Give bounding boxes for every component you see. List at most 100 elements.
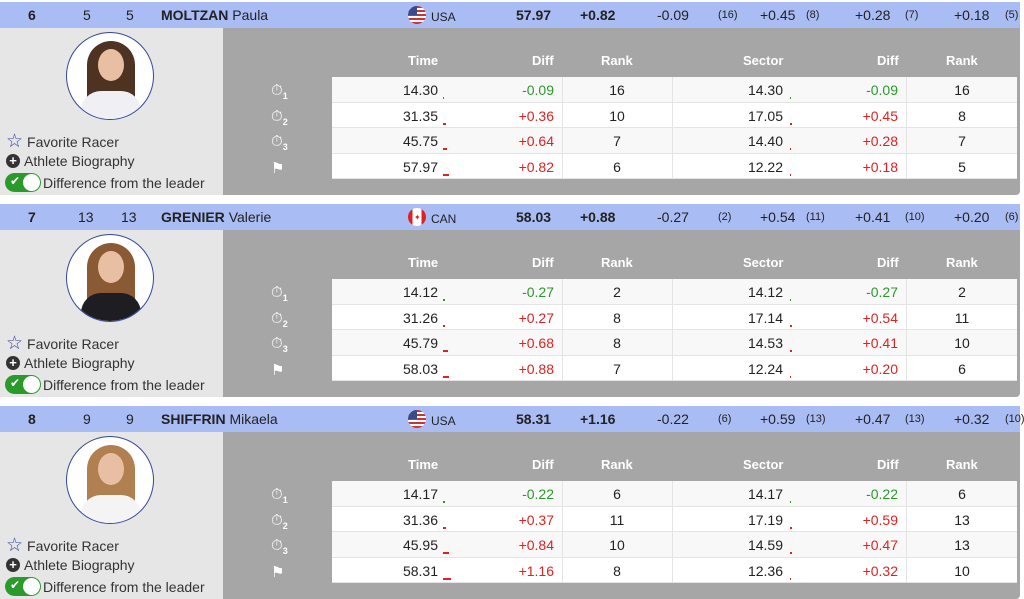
last-name: GRENIER <box>161 209 225 225</box>
time-diff-marker <box>443 299 445 301</box>
sector-diff: -0.09 <box>657 7 689 23</box>
bib: 13 <box>78 209 94 225</box>
sector-rank: (8) <box>806 9 820 21</box>
total-time: 58.03 <box>516 209 552 225</box>
col-rank: Rank <box>601 255 633 270</box>
star-icon: ☆ <box>6 333 24 354</box>
sector-rank: (11) <box>806 211 825 223</box>
racer-header-row[interactable]: 6 5 5 MOLTZAN Paula USA 57.97 +0.82 -0.09… <box>0 2 1020 28</box>
bio-label: Athlete Biography <box>24 557 135 573</box>
rank: 8 <box>28 411 36 427</box>
sector-diff: -0.22 <box>657 411 689 427</box>
star-icon: ☆ <box>6 535 24 556</box>
time-diff-marker <box>443 375 450 378</box>
col-sector: Sector <box>743 457 784 472</box>
rank: 7 <box>28 209 36 225</box>
sector-diff: +0.18 <box>862 158 898 175</box>
sector-diff: +0.47 <box>855 411 891 427</box>
athlete-biography-link[interactable]: + Athlete Biography <box>6 557 135 573</box>
splits-table: 14.30 -0.09 16 14.30 -0.09 16 31.35 +0.3… <box>332 77 1017 179</box>
check-icon: ✔ <box>10 578 21 592</box>
sector-diff-marker <box>790 552 792 554</box>
finish-flag-icon: ⚑ <box>271 563 285 581</box>
col-sector-rank: Rank <box>946 53 978 68</box>
racer-name[interactable]: SHIFFRIN Mikaela <box>161 411 278 427</box>
splits-panel: Time Diff Rank Sector Diff Rank ⏱1 ⏱2 ⏱3 ⚑ 1… <box>223 230 1020 397</box>
sector-diff-marker <box>790 577 792 580</box>
time-diff-marker <box>443 122 446 125</box>
col-sector-rank: Rank <box>946 255 978 270</box>
stopwatch-icon: ⏱2 <box>271 511 288 531</box>
favorite-racer-button[interactable]: ☆ Favorite Racer <box>6 332 119 355</box>
racer-name[interactable]: MOLTZAN Paula <box>161 7 268 23</box>
toggle-switch[interactable]: ✔ <box>5 577 41 596</box>
favorite-racer-button[interactable]: ☆ Favorite Racer <box>6 534 119 557</box>
athlete-photo <box>66 436 154 524</box>
total-diff: +0.88 <box>580 209 616 225</box>
col-sector: Sector <box>743 255 784 270</box>
sector-diff-marker <box>790 375 791 378</box>
sector-diff: +0.45 <box>862 107 898 124</box>
sector-time: 12.24 <box>747 360 783 377</box>
col-sector-diff: Diff <box>877 457 899 472</box>
athlete-photo <box>66 32 154 120</box>
favorite-racer-button[interactable]: ☆ Favorite Racer <box>6 130 119 153</box>
start-number: 9 <box>126 411 134 427</box>
sector-diff: +0.54 <box>862 309 898 326</box>
sector-time: 17.14 <box>747 309 783 326</box>
sector-time: 14.40 <box>747 133 783 149</box>
split-time: 31.26 <box>402 309 438 326</box>
racer-name[interactable]: GRENIER Valerie <box>161 209 271 225</box>
athlete-biography-link[interactable]: + Athlete Biography <box>6 153 135 169</box>
racer-header-row[interactable]: 7 13 13 GRENIER Valerie ✦ CAN 58.03 +0.8… <box>0 204 1020 230</box>
split-diff: +0.68 <box>518 335 554 351</box>
split-time: 58.03 <box>402 360 438 377</box>
athlete-biography-link[interactable]: + Athlete Biography <box>6 355 135 371</box>
sector-diff: +0.28 <box>855 7 891 23</box>
split-diff: -0.22 <box>522 486 554 502</box>
split-row: 31.36 +0.37 11 17.19 +0.59 13 <box>332 507 1017 532</box>
sector-diff-marker <box>790 148 792 150</box>
racer-header-row[interactable]: 8 9 9 SHIFFRIN Mikaela USA 58.31 +1.16 -0… <box>0 406 1024 432</box>
splits-panel: Time Diff Rank Sector Diff Rank ⏱1 ⏱2 ⏱3 ⚑ 1… <box>223 28 1020 195</box>
split-row: 31.26 +0.27 8 17.14 +0.54 11 <box>332 305 1017 330</box>
plus-circle-icon: + <box>6 154 20 168</box>
toggle-label: Difference from the leader <box>43 578 205 595</box>
stopwatch-icon: ⏱3 <box>271 335 288 354</box>
total-time: 58.31 <box>516 411 552 427</box>
total-diff: +1.16 <box>580 411 616 427</box>
toggle-switch[interactable]: ✔ <box>5 375 41 394</box>
sector-rank: (5) <box>1005 9 1019 21</box>
time-diff-marker <box>443 526 446 529</box>
split-row: 57.97 +0.82 6 12.22 +0.18 5 <box>332 154 1017 179</box>
sector-time: 12.22 <box>747 158 783 175</box>
sector-diff-marker <box>790 526 793 529</box>
last-name: MOLTZAN <box>161 7 229 23</box>
bio-label: Athlete Biography <box>24 355 135 371</box>
split-time: 14.30 <box>402 82 438 98</box>
sector-rank: (13) <box>806 413 826 425</box>
difference-toggle[interactable]: ✔ Difference from the leader <box>5 173 205 192</box>
bib: 5 <box>83 7 91 23</box>
stopwatch-icon: ⏱3 <box>271 537 288 556</box>
sector-diff: +0.32 <box>954 411 990 427</box>
stopwatch-icon: ⏱3 <box>271 133 288 152</box>
sector-time: 12.36 <box>747 562 783 579</box>
difference-toggle[interactable]: ✔ Difference from the leader <box>5 375 205 394</box>
sector-rank: (6) <box>718 413 732 425</box>
col-diff: Diff <box>532 457 554 472</box>
sector-diff: +0.20 <box>954 209 990 225</box>
col-rank: Rank <box>601 53 633 68</box>
country: USA <box>431 414 456 428</box>
plus-circle-icon: + <box>6 558 20 572</box>
first-name: Mikaela <box>229 411 278 427</box>
difference-toggle[interactable]: ✔ Difference from the leader <box>5 577 205 596</box>
split-time: 14.17 <box>402 486 438 502</box>
athlete-panel: ☆ Favorite Racer + Athlete Biography ✔ Diff… <box>0 432 223 599</box>
bio-label: Athlete Biography <box>24 153 135 169</box>
split-row: 45.79 +0.68 8 14.53 +0.41 10 <box>332 330 1017 356</box>
sector-diff-marker <box>790 299 792 301</box>
split-diff: -0.27 <box>522 284 554 300</box>
toggle-switch[interactable]: ✔ <box>5 173 41 192</box>
